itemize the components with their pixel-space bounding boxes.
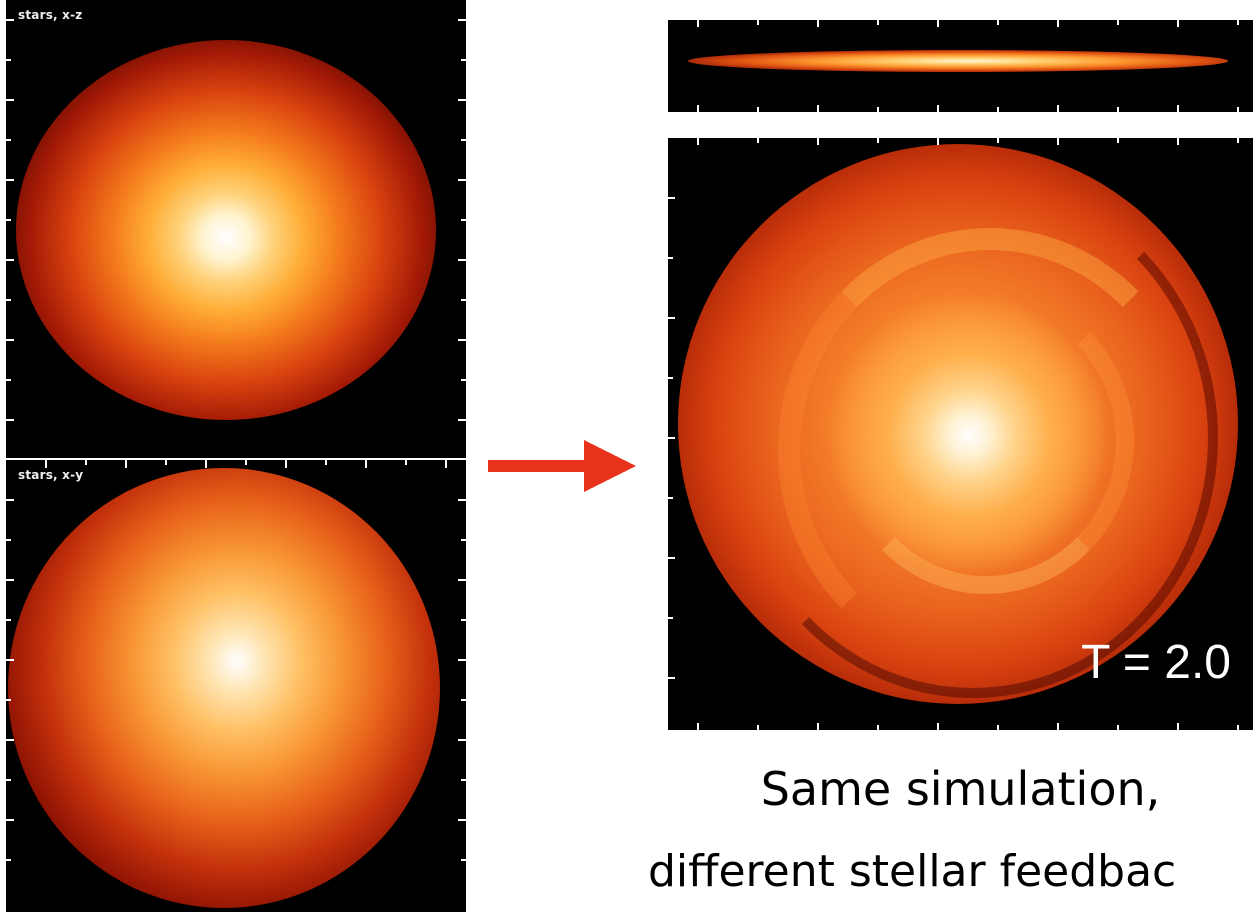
axis-ticks-right: [458, 499, 466, 861]
time-label: T = 2.0: [1081, 636, 1231, 689]
spiral-dark-lane: [728, 178, 1218, 698]
arrow-right-icon: [488, 440, 636, 492]
galaxy-edge-on-image: [16, 40, 436, 420]
panel-label: stars, x-y: [18, 468, 84, 482]
caption-line-1: Same simulation,: [760, 762, 1161, 816]
axis-ticks-right: [458, 19, 466, 421]
axis-ticks-bottom: [697, 105, 1239, 112]
caption-line-2: different stellar feedbac: [648, 846, 1177, 897]
axis-ticks-left: [6, 19, 14, 421]
panel-edge-on-disk: [668, 20, 1253, 112]
panel-divider: [6, 458, 466, 460]
panel-stars-xz: stars, x-z: [6, 0, 466, 458]
panel-spiral-galaxy: T = 2.0: [668, 138, 1253, 730]
axis-ticks-bottom: [697, 723, 1239, 730]
axis-ticks-top: [697, 20, 1239, 27]
axis-ticks-left: [668, 197, 675, 679]
galaxy-thin-disk-image: [688, 50, 1228, 72]
panel-label: stars, x-z: [18, 8, 83, 22]
galaxy-face-on-image: [8, 468, 440, 908]
panel-stars-xy: stars, x-y: [6, 460, 466, 912]
